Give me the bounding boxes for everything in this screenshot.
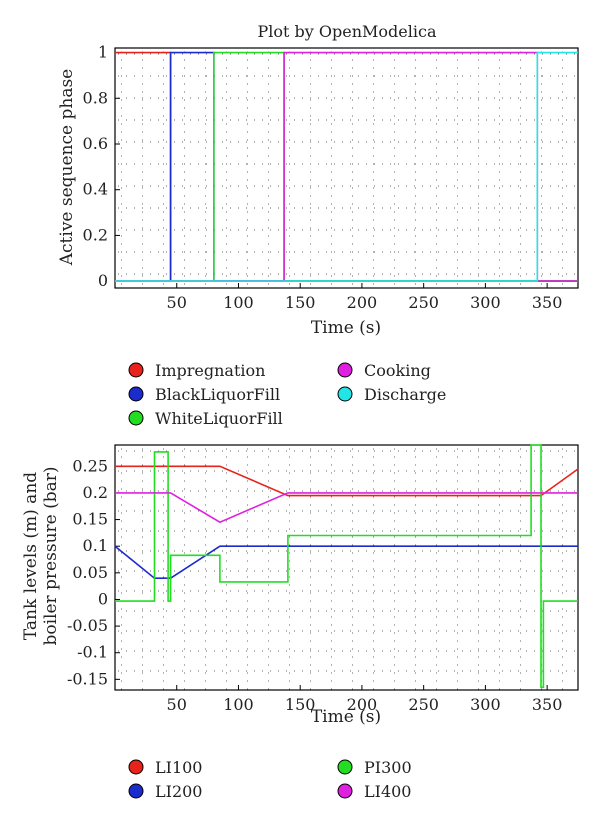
legend-label: Discharge (364, 385, 446, 404)
y-tick-label: 0.05 (72, 563, 108, 582)
chart1-legend: Impregnation BlackLiquorFill WhiteLiquor… (128, 361, 446, 428)
chart2-legend: LI100 LI200 PI300 LI400 (128, 758, 412, 801)
x-tick-label: 300 (470, 293, 501, 312)
legend-marker (128, 759, 144, 775)
x-tick-label: 200 (347, 293, 378, 312)
chart2-plot: 50 100 150 200 250 300 350 0.25 0.2 0.15 0.1 0.05 0 -… (67, 444, 579, 714)
legend-label: Cooking (364, 361, 431, 380)
y-tick-label: 0 (98, 271, 108, 290)
y-tick-label: 0.1 (83, 536, 108, 555)
x-tick-label: 200 (347, 695, 378, 714)
chart-title: Plot by OpenModelica (258, 22, 437, 41)
x-tick-label: 150 (285, 293, 316, 312)
legend-marker (337, 386, 353, 402)
legend-label: BlackLiquorFill (155, 385, 280, 404)
legend-marker (337, 759, 353, 775)
series-line-pi300 (115, 444, 578, 689)
x-tick-label: 300 (470, 695, 501, 714)
y-tick-label: 0.2 (83, 225, 108, 244)
x-tick-label: 350 (532, 293, 563, 312)
series-line-blackliquorfill (115, 51, 578, 282)
chart2-x-axis-label: Time (s) (311, 707, 381, 727)
x-tick-label: 50 (167, 293, 187, 312)
grid-dots (118, 51, 575, 285)
x-tick-label: 100 (223, 293, 254, 312)
y-tick-label: 1 (98, 43, 108, 62)
y-tick-label: 0.6 (83, 134, 108, 153)
chart2-y-axis-label-line-1: Tank levels (m) and (21, 472, 41, 640)
legend-label: LI200 (155, 782, 202, 801)
legend-marker (128, 783, 144, 799)
legend-label: Impregnation (155, 361, 265, 380)
x-tick-label: 100 (223, 695, 254, 714)
chart1-plot: 50 100 150 200 250 300 350 0 0.2 0.4 0.6 0.8 1 (83, 43, 579, 312)
legend-label: WhiteLiquorFill (155, 409, 283, 428)
legend-marker (128, 386, 144, 402)
y-tick-label: 0.15 (72, 510, 108, 529)
y-tick-label: -0.05 (67, 616, 108, 635)
series-line-discharge (115, 51, 578, 282)
series-line-li200 (114, 545, 578, 580)
y-tick-label: 0.4 (83, 180, 108, 199)
y-tick-label: 0.8 (83, 88, 108, 107)
y-tick-label: -0.15 (67, 669, 108, 688)
legend-marker (337, 783, 353, 799)
chart2-y-axis-label-line-2: boiler pressure (bar) (41, 466, 61, 645)
legend-label: PI300 (364, 758, 412, 777)
x-tick-label: 250 (408, 695, 439, 714)
legend-marker (128, 410, 144, 426)
y-tick-label: -0.1 (77, 643, 108, 662)
y-tick-label: 0.25 (72, 456, 108, 475)
y-tick-label: 0 (98, 589, 108, 608)
x-tick-label: 350 (532, 695, 563, 714)
series-line-li400 (115, 492, 578, 524)
legend-label: LI400 (364, 782, 411, 801)
legend-label: LI100 (155, 758, 202, 777)
y-tick-label: 0.2 (83, 483, 108, 502)
legend-marker (128, 362, 144, 378)
legend-marker (337, 362, 353, 378)
series-line-cooking (115, 51, 578, 282)
x-tick-label: 50 (167, 695, 187, 714)
series-line-li100 (115, 465, 579, 497)
grid-dots (118, 448, 575, 690)
x-tick-label: 150 (285, 695, 316, 714)
series-line-whiteliquorfill (115, 51, 578, 282)
chart1-x-axis-label: Time (s) (311, 318, 381, 338)
x-tick-label: 250 (408, 293, 439, 312)
chart1-y-axis-label: Active sequence phase (57, 69, 77, 267)
plot-frame (114, 47, 579, 289)
series-line-impregnation (115, 51, 578, 282)
plot-frame (114, 444, 579, 691)
